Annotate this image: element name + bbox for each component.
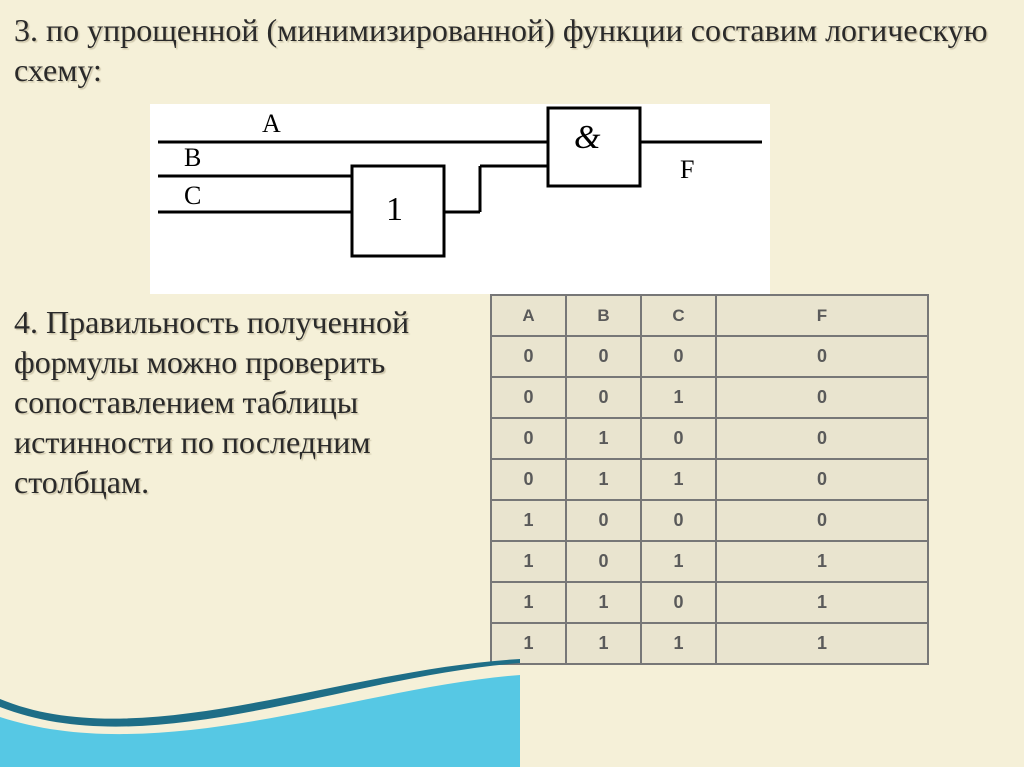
table-cell: 1 [641, 459, 716, 500]
table-cell: 0 [491, 459, 566, 500]
table-cell: 1 [566, 623, 641, 664]
table-cell: 0 [716, 336, 928, 377]
table-row: 1000 [491, 500, 928, 541]
table-row: 0100 [491, 418, 928, 459]
table-cell: 0 [716, 418, 928, 459]
or-gate-label: 1 [386, 191, 403, 228]
table-cell: 1 [716, 541, 928, 582]
table-cell: 0 [716, 500, 928, 541]
table-cell: 0 [566, 336, 641, 377]
label-B: B [184, 143, 201, 172]
label-C: C [184, 181, 201, 210]
table-row: 0110 [491, 459, 928, 500]
table-cell: 0 [641, 336, 716, 377]
table-row: 0000 [491, 336, 928, 377]
heading-3: 3. по упрощенной (минимизированной) функ… [14, 10, 994, 90]
table-cell: 0 [566, 500, 641, 541]
truth-table: A B C F 00000010010001101000101111011111 [490, 294, 929, 665]
label-F: F [680, 155, 694, 184]
col-C: C [641, 295, 716, 336]
table-cell: 0 [491, 377, 566, 418]
table-cell: 0 [716, 377, 928, 418]
table-cell: 1 [566, 459, 641, 500]
and-gate-label: & [574, 119, 601, 156]
table-cell: 0 [641, 418, 716, 459]
label-A: A [262, 109, 281, 138]
table-cell: 1 [491, 582, 566, 623]
heading-4: 4. Правильность полученной формулы можно… [14, 302, 454, 502]
table-cell: 0 [716, 459, 928, 500]
table-header-row: A B C F [491, 295, 928, 336]
table-cell: 1 [566, 582, 641, 623]
table-cell: 0 [641, 582, 716, 623]
table-row: 1101 [491, 582, 928, 623]
table-cell: 0 [641, 500, 716, 541]
table-cell: 1 [641, 377, 716, 418]
table-cell: 1 [491, 500, 566, 541]
table-cell: 1 [641, 541, 716, 582]
logic-circuit: A B C F 1 & [150, 104, 770, 294]
decorative-swoosh [0, 657, 520, 767]
table-cell: 0 [491, 418, 566, 459]
table-cell: 1 [716, 623, 928, 664]
table-cell: 1 [641, 623, 716, 664]
table-cell: 0 [491, 336, 566, 377]
table-cell: 1 [566, 418, 641, 459]
table-cell: 0 [566, 541, 641, 582]
table-row: 0010 [491, 377, 928, 418]
table-cell: 1 [491, 541, 566, 582]
table-cell: 0 [566, 377, 641, 418]
table-cell: 1 [716, 582, 928, 623]
table-row: 1111 [491, 623, 928, 664]
col-B: B [566, 295, 641, 336]
col-F: F [716, 295, 928, 336]
col-A: A [491, 295, 566, 336]
table-row: 1011 [491, 541, 928, 582]
